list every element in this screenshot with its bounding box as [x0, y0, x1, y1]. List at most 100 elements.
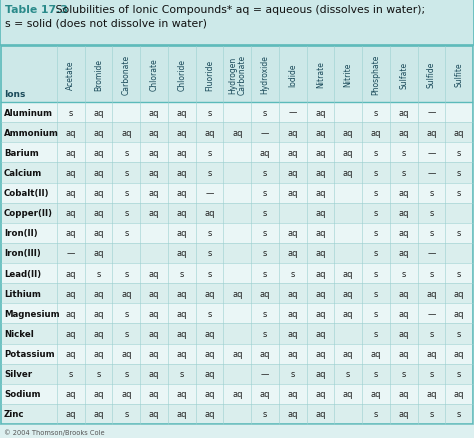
- Text: Copper(II): Copper(II): [4, 209, 53, 218]
- Text: s: s: [291, 369, 295, 378]
- Text: s: s: [263, 249, 267, 258]
- Text: aq: aq: [65, 229, 76, 238]
- Text: Iron(II): Iron(II): [4, 229, 37, 238]
- Text: aq: aq: [399, 108, 409, 117]
- Bar: [1, 203, 473, 223]
- Text: aq: aq: [315, 309, 326, 318]
- Text: aq: aq: [343, 389, 354, 399]
- Text: s: s: [207, 249, 212, 258]
- Text: s = solid (does not dissolve in water): s = solid (does not dissolve in water): [5, 18, 207, 28]
- Text: aq: aq: [176, 289, 187, 298]
- Text: s: s: [374, 249, 378, 258]
- Text: s: s: [374, 329, 378, 338]
- Bar: [1, 244, 473, 263]
- Text: s: s: [263, 410, 267, 418]
- Text: aq: aq: [149, 128, 159, 138]
- Text: aq: aq: [343, 269, 354, 278]
- Text: aq: aq: [65, 309, 76, 318]
- Text: s: s: [429, 410, 434, 418]
- Text: aq: aq: [343, 289, 354, 298]
- Text: —: —: [427, 108, 436, 117]
- Text: aq: aq: [93, 349, 104, 358]
- Text: s: s: [457, 410, 461, 418]
- Text: aq: aq: [149, 148, 159, 157]
- Text: aq: aq: [315, 209, 326, 218]
- Text: aq: aq: [399, 309, 409, 318]
- Text: aq: aq: [65, 148, 76, 157]
- Text: aq: aq: [260, 148, 270, 157]
- Text: aq: aq: [399, 410, 409, 418]
- Text: aq: aq: [93, 169, 104, 177]
- Text: aq: aq: [176, 389, 187, 399]
- Text: aq: aq: [371, 349, 381, 358]
- Text: aq: aq: [204, 329, 215, 338]
- Text: aq: aq: [149, 169, 159, 177]
- Text: s: s: [69, 369, 73, 378]
- Text: aq: aq: [454, 309, 465, 318]
- Text: aq: aq: [232, 289, 243, 298]
- Text: s: s: [96, 269, 101, 278]
- Text: aq: aq: [315, 108, 326, 117]
- Text: s: s: [263, 229, 267, 238]
- Text: aq: aq: [93, 209, 104, 218]
- Text: s: s: [374, 309, 378, 318]
- Text: aq: aq: [260, 349, 270, 358]
- Text: s: s: [96, 369, 101, 378]
- Text: s: s: [124, 410, 128, 418]
- Text: aq: aq: [288, 169, 298, 177]
- Text: aq: aq: [176, 309, 187, 318]
- Text: s: s: [374, 148, 378, 157]
- Text: aq: aq: [343, 349, 354, 358]
- Text: Iron(III): Iron(III): [4, 249, 41, 258]
- Text: aq: aq: [149, 209, 159, 218]
- Text: s: s: [207, 309, 212, 318]
- Text: aq: aq: [260, 289, 270, 298]
- Text: s: s: [374, 189, 378, 198]
- Text: aq: aq: [93, 389, 104, 399]
- Text: aq: aq: [288, 309, 298, 318]
- Text: s: s: [429, 229, 434, 238]
- Text: s: s: [263, 108, 267, 117]
- Text: —: —: [261, 369, 269, 378]
- Text: aq: aq: [149, 410, 159, 418]
- Bar: [1, 344, 473, 364]
- Text: —: —: [205, 189, 214, 198]
- Text: —: —: [427, 169, 436, 177]
- Text: aq: aq: [149, 289, 159, 298]
- Text: aq: aq: [315, 148, 326, 157]
- Text: aq: aq: [93, 148, 104, 157]
- Text: s: s: [180, 369, 184, 378]
- Text: s: s: [207, 108, 212, 117]
- Bar: [1, 143, 473, 163]
- Bar: [0, 0, 474, 46]
- Text: Potassium: Potassium: [4, 349, 55, 358]
- Text: s: s: [207, 269, 212, 278]
- Text: aq: aq: [65, 169, 76, 177]
- Text: aq: aq: [149, 189, 159, 198]
- Text: aq: aq: [399, 349, 409, 358]
- Text: aq: aq: [288, 229, 298, 238]
- Bar: [1, 123, 473, 143]
- Text: aq: aq: [149, 269, 159, 278]
- Text: s: s: [207, 169, 212, 177]
- Text: Lead(II): Lead(II): [4, 269, 41, 278]
- Text: Acetate: Acetate: [66, 60, 75, 89]
- Text: s: s: [263, 269, 267, 278]
- Text: aq: aq: [288, 249, 298, 258]
- Text: s: s: [457, 329, 461, 338]
- Text: s: s: [207, 229, 212, 238]
- Text: s: s: [207, 148, 212, 157]
- Text: aq: aq: [204, 410, 215, 418]
- Text: aq: aq: [399, 189, 409, 198]
- Text: aq: aq: [399, 389, 409, 399]
- Text: s: s: [429, 329, 434, 338]
- Text: s: s: [429, 369, 434, 378]
- Text: aq: aq: [232, 349, 243, 358]
- Text: Cobalt(II): Cobalt(II): [4, 189, 49, 198]
- Text: aq: aq: [65, 269, 76, 278]
- Text: aq: aq: [454, 349, 465, 358]
- Text: aq: aq: [288, 189, 298, 198]
- Text: aq: aq: [232, 389, 243, 399]
- Text: aq: aq: [399, 249, 409, 258]
- Text: aq: aq: [149, 389, 159, 399]
